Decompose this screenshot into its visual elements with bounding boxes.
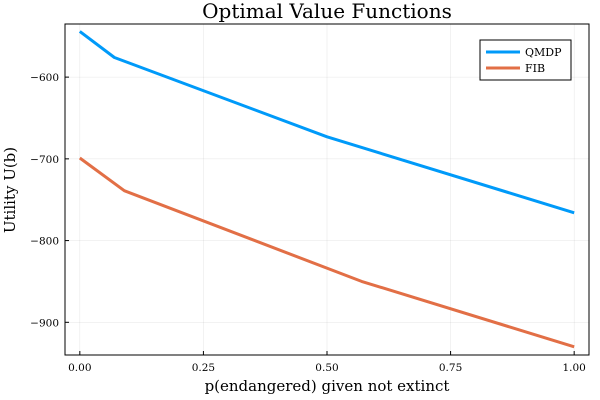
y-tick-label: −600 bbox=[30, 72, 59, 84]
series-lines bbox=[78, 30, 575, 349]
x-tick-label: 0.50 bbox=[315, 362, 338, 374]
y-tick-label: −900 bbox=[30, 317, 59, 329]
series-line-fib bbox=[78, 156, 575, 349]
axis-ticks: 0.00 0.25 0.50 0.75 1.00 −900 −800 −700 −600 bbox=[30, 72, 586, 374]
x-tick-label: 0.75 bbox=[439, 362, 462, 374]
legend-label-qmdp: QMDP bbox=[525, 46, 562, 59]
x-tick-label: 0.25 bbox=[192, 362, 215, 374]
x-axis-label: p(endangered) given not extinct bbox=[205, 377, 450, 395]
y-tick-label: −700 bbox=[30, 154, 59, 166]
x-tick-label: 0.00 bbox=[68, 362, 91, 374]
series-line-qmdp bbox=[78, 30, 575, 215]
y-axis-label: Utility U(b) bbox=[1, 147, 19, 233]
y-tick-label: −800 bbox=[30, 236, 59, 248]
legend-label-fib: FIB bbox=[525, 62, 545, 75]
chart-title: Optimal Value Functions bbox=[202, 0, 452, 23]
legend: QMDP FIB bbox=[479, 39, 572, 81]
legend-box bbox=[479, 39, 572, 81]
x-tick-label: 1.00 bbox=[562, 362, 585, 374]
